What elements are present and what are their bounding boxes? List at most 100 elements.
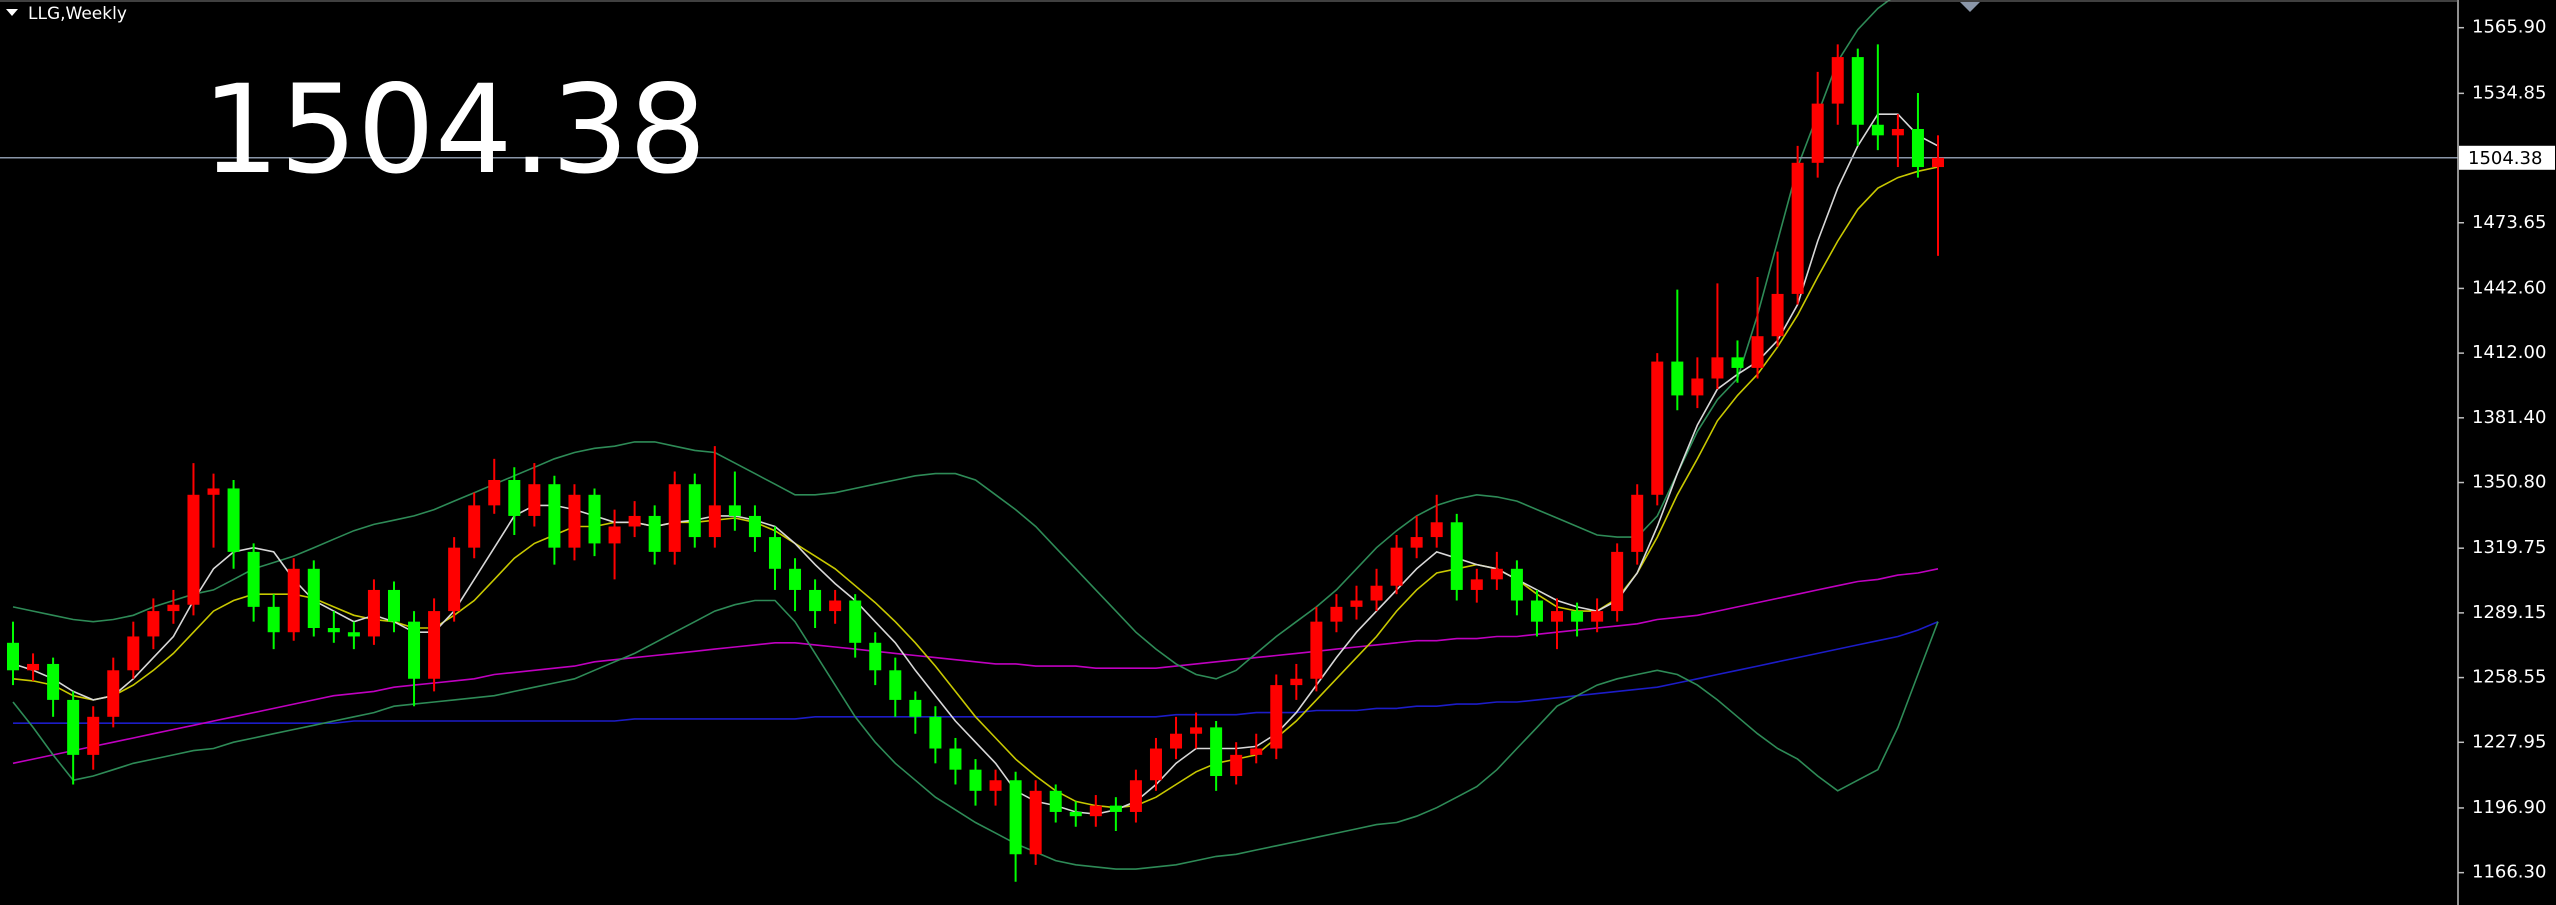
candle-body [1551, 611, 1564, 622]
candle-body [267, 606, 280, 633]
candle-body [1410, 537, 1423, 548]
y-tick-label: 1473.65 [2472, 212, 2546, 233]
y-tick-label: 1381.40 [2472, 407, 2546, 428]
candle-body [849, 600, 862, 643]
candle-body [147, 611, 160, 637]
candle-body [748, 515, 761, 538]
candle-body [1490, 568, 1503, 580]
candle-body [47, 663, 60, 700]
candle-body [1510, 568, 1523, 601]
y-tick-label: 1166.30 [2472, 862, 2546, 883]
candle-body [127, 636, 140, 671]
candle-body [468, 505, 481, 548]
candle-body [1190, 727, 1203, 734]
candle-body [1891, 128, 1904, 136]
candle-body [1591, 611, 1604, 622]
candle-body [1631, 494, 1644, 552]
candle-body [1069, 811, 1082, 817]
candle-body [1530, 600, 1543, 622]
y-tick-label: 1319.75 [2472, 537, 2546, 558]
candle-body [1149, 748, 1162, 781]
candle-body [1771, 293, 1784, 337]
candle-body [287, 568, 300, 633]
candle-body [1230, 754, 1243, 777]
candle-body [1731, 357, 1744, 368]
candle-body [1651, 361, 1664, 495]
candle-body [408, 621, 421, 679]
candle-body [708, 505, 721, 538]
candle-body [327, 628, 340, 633]
candle-body [1330, 606, 1343, 622]
candle-body [809, 589, 822, 612]
candle-body [929, 716, 942, 749]
candle-body [1871, 124, 1884, 136]
candle-body [1270, 685, 1283, 749]
candle-body [207, 488, 220, 495]
candle-body [1911, 128, 1924, 168]
candle-body [1571, 611, 1584, 622]
candle-body [789, 568, 802, 590]
y-tick-label: 1196.90 [2472, 797, 2546, 818]
candle-body [187, 494, 200, 605]
y-tick-label: 1412.00 [2472, 342, 2546, 363]
candle-body [648, 515, 661, 552]
candle-body [1611, 551, 1624, 612]
candle-body [107, 670, 120, 717]
candle-body [67, 699, 80, 755]
candle-body [768, 537, 781, 569]
candle-body [448, 547, 461, 612]
candle-body [1170, 733, 1183, 749]
candle-body [1089, 805, 1102, 817]
candle-body [1210, 727, 1223, 777]
y-tick-label: 1534.85 [2472, 82, 2546, 103]
candle-body [989, 780, 1002, 791]
candle-body [1029, 790, 1042, 855]
candle-body [728, 505, 741, 516]
y-tick-label: 1442.60 [2472, 277, 2546, 298]
chart-title: LLG,Weekly [28, 4, 127, 24]
candle-body [1290, 678, 1303, 686]
candle-body [628, 515, 641, 527]
shift-marker[interactable] [1960, 2, 1980, 12]
price-label: 1504.38 [2468, 148, 2542, 169]
candle-body [668, 484, 681, 552]
candle-body [909, 699, 922, 717]
candle-body [869, 642, 882, 671]
indicator-line [12, 0, 1891, 680]
candle-body [1109, 805, 1122, 812]
candle-body [347, 632, 360, 637]
candle-body [307, 568, 320, 629]
candle-body [167, 604, 180, 612]
candle-body [27, 663, 40, 671]
candle-body [1751, 336, 1764, 368]
candle-body [1129, 780, 1142, 812]
candle-body [1791, 162, 1804, 294]
candle-body [949, 748, 962, 770]
menu-triangle[interactable] [6, 9, 18, 16]
price-label-box [2459, 145, 2555, 170]
price-display: 1504.38 [202, 59, 707, 201]
candle-body [1250, 748, 1263, 755]
candle-body [889, 670, 902, 700]
candle-body [1831, 57, 1844, 104]
indicator-line [12, 599, 1939, 870]
candle-body [1691, 378, 1704, 396]
plot-area [0, 0, 2458, 882]
candle-body [969, 769, 982, 791]
candle-body [1671, 361, 1684, 396]
candle-body [87, 716, 100, 755]
candle-body [608, 526, 621, 544]
candle-body [1310, 621, 1323, 679]
candle-body [1450, 522, 1463, 590]
candle-body [1470, 579, 1483, 590]
candle-body [1390, 547, 1403, 586]
candle-body [528, 484, 541, 516]
candle-body [1370, 585, 1383, 601]
candle-body [688, 484, 701, 538]
candle-body [428, 611, 441, 679]
y-tick-label: 1227.95 [2472, 731, 2546, 752]
candle-body [1009, 780, 1022, 855]
